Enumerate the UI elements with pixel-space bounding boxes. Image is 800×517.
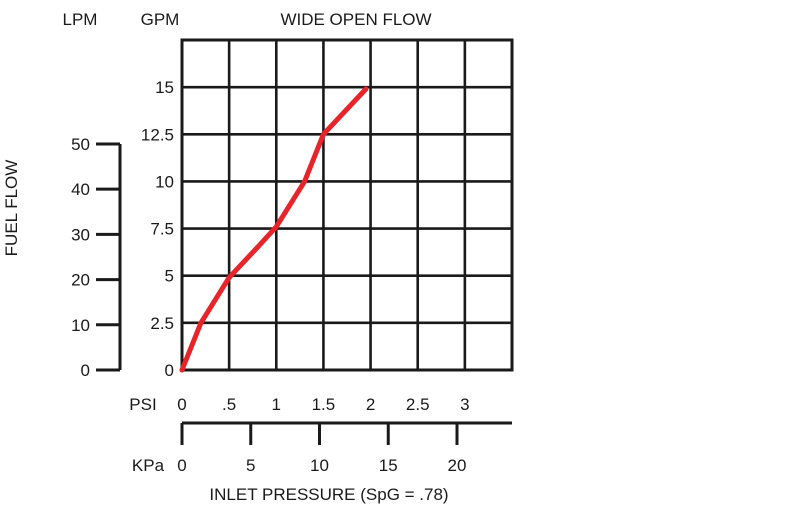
y-tick-label: 7.5 [150, 220, 174, 239]
plot-frame [180, 38, 514, 372]
psi-axis-unit: PSI [129, 395, 156, 414]
kpa-tick-label: 15 [379, 456, 398, 475]
x-axis-label: INLET PRESSURE (SpG = .78) [209, 485, 448, 504]
lpm-axis-unit: LPM [63, 10, 98, 29]
series-point [179, 367, 185, 373]
kpa-tick-label: 20 [448, 456, 467, 475]
series-point [273, 224, 279, 230]
plot-grid [180, 38, 514, 372]
x-tick-label: 1.5 [312, 395, 336, 414]
y-tick-label: 2.5 [150, 314, 174, 333]
series-point [363, 86, 369, 92]
lpm-tick-label: 40 [71, 180, 90, 199]
y-tick-label: 15 [155, 78, 174, 97]
lpm-tick-label: 30 [71, 225, 90, 244]
series-point [320, 131, 326, 137]
y-axis-label: FUEL FLOW [2, 160, 21, 257]
lpm-tick-label: 10 [71, 316, 90, 335]
series-line [179, 86, 369, 373]
x-tick-label: 3 [460, 395, 469, 414]
y-tick-label: 5 [165, 267, 174, 286]
lpm-tick-label: 20 [71, 271, 90, 290]
series-group [179, 86, 369, 373]
kpa-axis: 0 5 10 15 20 [177, 421, 512, 475]
lpm-axis: 0 10 20 30 40 50 [71, 135, 122, 380]
x-tick-label: 2.5 [406, 395, 430, 414]
y-tick-label: 10 [155, 172, 174, 191]
x-tick-label: 2 [366, 395, 375, 414]
x-tick-label: .5 [222, 395, 236, 414]
y-tick-label: 12.5 [141, 125, 174, 144]
gpm-axis-unit: GPM [141, 10, 180, 29]
x-tick-label: 0 [177, 395, 186, 414]
lpm-tick-label: 0 [81, 361, 90, 380]
chart-title: WIDE OPEN FLOW [280, 10, 431, 29]
lpm-tick-label: 50 [71, 135, 90, 154]
y-tick-label: 0 [165, 361, 174, 380]
kpa-tick-label: 0 [177, 456, 186, 475]
series-point [302, 178, 308, 184]
kpa-tick-label: 10 [310, 456, 329, 475]
series-point [226, 275, 232, 281]
kpa-axis-unit: KPa [132, 456, 165, 475]
tick-labels: 0 .5 1 1.5 2 2.5 3 0 2.5 5 7.5 10 12.5 15 [141, 78, 470, 414]
kpa-tick-label: 5 [246, 456, 255, 475]
x-tick-label: 1 [272, 395, 281, 414]
series-point [198, 320, 204, 326]
series-point [254, 244, 260, 250]
